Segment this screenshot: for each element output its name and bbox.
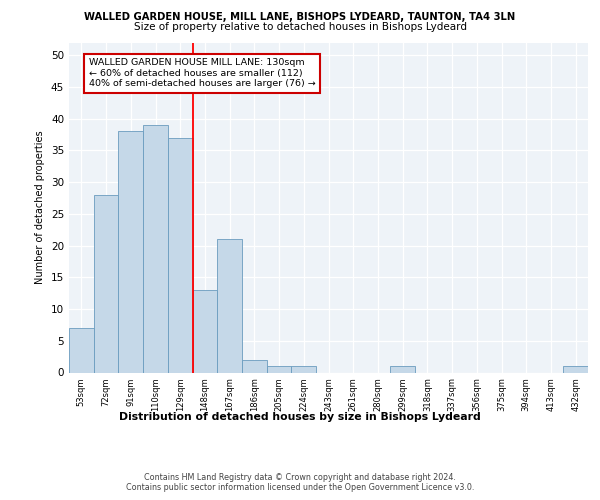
Bar [193, 290, 217, 372]
Text: Contains HM Land Registry data © Crown copyright and database right 2024.: Contains HM Land Registry data © Crown c… [144, 472, 456, 482]
Bar [94, 195, 118, 372]
Text: WALLED GARDEN HOUSE, MILL LANE, BISHOPS LYDEARD, TAUNTON, TA4 3LN: WALLED GARDEN HOUSE, MILL LANE, BISHOPS … [85, 12, 515, 22]
Bar [390, 366, 415, 372]
Bar [118, 132, 143, 372]
Bar [242, 360, 267, 372]
Y-axis label: Number of detached properties: Number of detached properties [35, 130, 46, 284]
Bar [168, 138, 193, 372]
Bar [143, 125, 168, 372]
Bar [69, 328, 94, 372]
Text: WALLED GARDEN HOUSE MILL LANE: 130sqm
← 60% of detached houses are smaller (112): WALLED GARDEN HOUSE MILL LANE: 130sqm ← … [89, 58, 316, 88]
Text: Contains public sector information licensed under the Open Government Licence v3: Contains public sector information licen… [126, 484, 474, 492]
Text: Size of property relative to detached houses in Bishops Lydeard: Size of property relative to detached ho… [133, 22, 467, 32]
Bar [267, 366, 292, 372]
Text: Distribution of detached houses by size in Bishops Lydeard: Distribution of detached houses by size … [119, 412, 481, 422]
Bar [563, 366, 588, 372]
Bar [292, 366, 316, 372]
Bar [217, 239, 242, 372]
